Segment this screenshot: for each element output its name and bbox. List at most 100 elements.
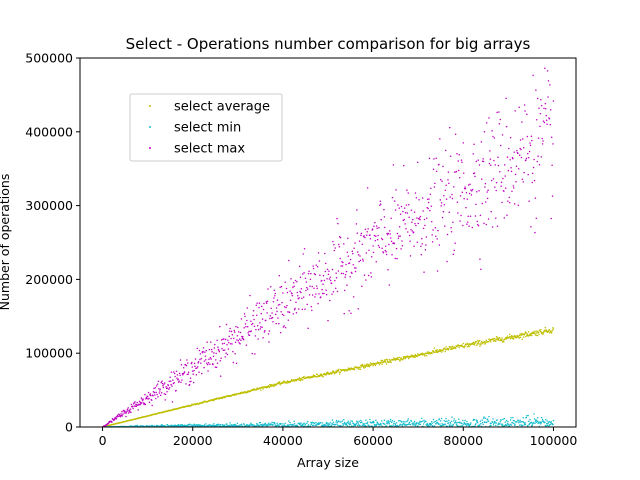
data-point <box>466 346 469 348</box>
data-point <box>436 238 438 240</box>
data-point <box>322 283 324 285</box>
data-point <box>160 392 163 394</box>
data-point <box>379 200 382 203</box>
data-point <box>405 228 407 230</box>
data-point <box>311 421 313 423</box>
data-point <box>531 172 534 175</box>
data-point <box>314 273 317 276</box>
data-point <box>162 385 164 387</box>
data-point <box>308 270 310 272</box>
data-point <box>485 122 488 124</box>
data-point <box>552 143 554 145</box>
data-point <box>545 114 547 117</box>
x-tick-label: 40000 <box>263 433 303 448</box>
data-point <box>409 423 412 426</box>
data-point <box>130 411 132 413</box>
data-point <box>309 278 312 281</box>
data-point <box>450 227 452 229</box>
data-point <box>329 276 331 278</box>
data-point <box>322 274 325 277</box>
data-point <box>432 418 435 421</box>
data-point <box>138 400 141 403</box>
data-point <box>153 387 155 390</box>
data-point <box>334 247 336 249</box>
data-point <box>434 227 437 229</box>
data-point <box>164 393 167 396</box>
data-point <box>402 219 405 222</box>
data-point <box>476 220 478 223</box>
data-point <box>220 357 222 359</box>
data-point <box>372 364 374 367</box>
data-point <box>548 421 551 423</box>
data-point <box>365 279 367 281</box>
data-point <box>419 215 422 218</box>
data-point <box>476 339 479 342</box>
data-point <box>433 421 435 424</box>
data-point <box>317 302 319 305</box>
data-point <box>250 320 252 322</box>
data-point <box>369 237 372 240</box>
data-point <box>512 185 515 187</box>
data-point <box>243 423 245 425</box>
data-point <box>155 385 158 387</box>
data-point <box>489 158 492 160</box>
x-axis-label: Array size <box>297 455 359 470</box>
data-point <box>501 423 504 426</box>
data-point <box>473 172 476 174</box>
data-point <box>271 421 273 424</box>
data-point <box>296 281 298 283</box>
data-point <box>302 253 304 255</box>
data-point <box>506 156 509 158</box>
data-point <box>378 227 380 229</box>
data-point <box>499 118 501 121</box>
data-point <box>527 173 529 176</box>
data-point <box>409 240 411 242</box>
data-point <box>518 424 521 426</box>
data-point <box>265 319 267 322</box>
data-point <box>287 424 289 426</box>
data-point <box>536 332 538 334</box>
data-point <box>343 289 346 292</box>
data-point <box>451 193 453 196</box>
data-point <box>470 422 472 424</box>
data-point <box>398 235 400 237</box>
data-point <box>280 311 282 313</box>
data-point <box>336 290 339 293</box>
data-point <box>486 191 488 193</box>
data-point <box>513 422 515 425</box>
data-point <box>224 338 227 341</box>
data-point <box>545 119 548 122</box>
data-point <box>304 308 306 310</box>
data-point <box>433 186 436 188</box>
data-point <box>509 337 512 340</box>
data-point <box>343 312 345 315</box>
data-point <box>331 419 334 421</box>
data-point <box>495 181 498 184</box>
data-point <box>127 407 129 409</box>
data-point <box>244 323 247 325</box>
series-select-max <box>102 67 555 427</box>
data-point <box>192 381 195 384</box>
data-point <box>437 229 439 232</box>
data-point <box>367 274 370 277</box>
data-point <box>431 352 433 354</box>
data-point <box>154 394 156 396</box>
data-point <box>547 80 550 82</box>
data-point <box>435 170 438 172</box>
data-point <box>485 223 488 226</box>
data-point <box>493 137 496 139</box>
data-point <box>302 296 305 298</box>
data-point <box>274 295 276 297</box>
data-point <box>172 379 174 381</box>
data-point <box>355 267 357 269</box>
data-point <box>443 195 445 197</box>
data-point <box>284 281 286 283</box>
data-point <box>219 325 221 328</box>
data-point <box>256 302 258 304</box>
data-point <box>115 417 118 420</box>
data-point <box>325 262 327 265</box>
data-point <box>475 340 478 343</box>
data-point <box>370 421 373 424</box>
data-point <box>523 424 525 426</box>
data-point <box>499 170 501 173</box>
